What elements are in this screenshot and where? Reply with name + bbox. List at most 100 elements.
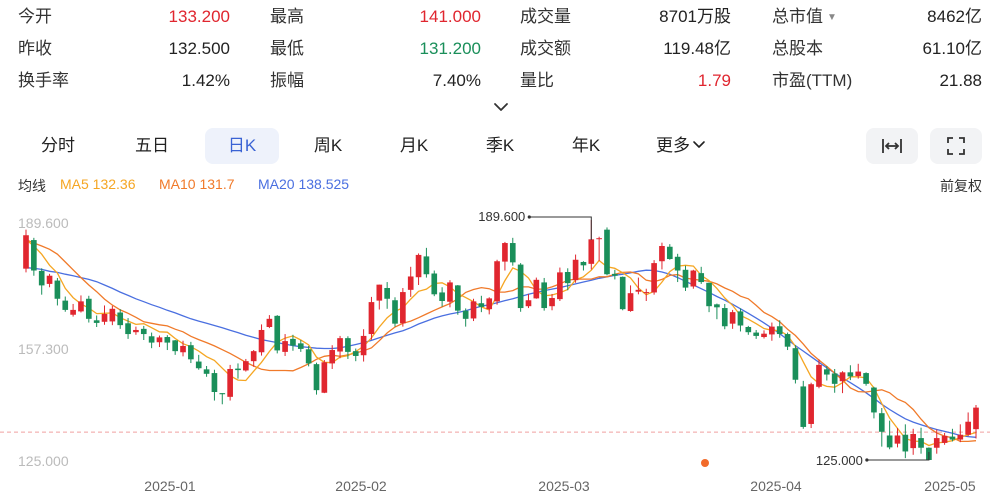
tab-intraday[interactable]: 分时 [41,136,75,155]
candle [659,242,665,270]
candle [23,229,29,273]
tab-quarterly-k[interactable]: 季K [485,136,515,155]
candle [243,358,249,372]
tab-five-day[interactable]: 五日 [135,136,169,155]
ma-legend: 均线 MA5 132.36 MA10 131.7 MA20 138.525 前复… [0,176,1000,196]
candle [745,325,752,335]
candle [941,432,948,445]
ma10-line [25,239,977,443]
tab-daily-k[interactable]: 日K [205,128,279,164]
period-tabs: 分时 五日 日K 周K 月K 季K 年K 更多 [0,126,1000,166]
candle [478,295,485,313]
candle [674,253,681,283]
tab-more[interactable]: 更多 [646,128,716,164]
candle [133,326,139,335]
candle [769,322,775,341]
candle [415,253,422,286]
tab-weekly-k[interactable]: 周K [313,136,343,155]
candle [219,393,226,405]
expand-chevron-icon[interactable] [492,100,510,114]
candle [894,428,901,448]
adjust-mode-button[interactable]: 前复权 [940,178,982,194]
candle [949,428,956,442]
candle [486,297,493,315]
candle [572,254,579,283]
stat-label-market-cap: 总市值 [772,7,823,26]
ma10-path [25,239,977,443]
candle [439,287,445,307]
candle [305,345,312,367]
candle [564,268,571,291]
fullscreen-button[interactable] [930,128,982,164]
candle [619,276,626,311]
candle [557,267,563,301]
candle [54,277,61,306]
tab-monthly-k[interactable]: 月K [399,136,429,155]
candle [957,424,964,443]
market-cap-dropdown[interactable]: 总市值 ▼ [772,6,837,29]
candle [902,424,909,459]
candle [203,366,210,377]
candle [533,277,540,299]
candle [855,363,862,379]
y-tick-label: 157.300 [18,341,69,357]
stat-label-turnover-rate: 换手率 [18,71,69,90]
candle [290,334,296,351]
tab-more-label: 更多 [656,136,690,155]
candle [761,330,767,339]
stat-value-amplitude: 7.40% [432,71,481,90]
candle [698,266,705,284]
candle [117,309,124,329]
candle [847,365,854,381]
stat-label-volume: 成交量 [520,7,571,26]
candle [721,303,728,330]
candle [400,287,406,327]
candle [729,309,736,329]
y-tick-label: 125.000 [18,453,69,469]
candle [509,237,516,266]
candle [878,407,885,447]
ma20-line [25,266,977,438]
stat-label-pe-ttm: 市盈(TTM) [772,71,853,90]
ma20-legend: MA20 138.525 [258,176,350,192]
chevron-down-icon [693,141,705,148]
candle [250,350,257,367]
candle [125,318,131,339]
candle [886,420,893,450]
candle [965,412,971,437]
triangle-down-icon: ▼ [827,12,837,23]
candle [651,260,657,295]
stat-value-total-shares: 61.10亿 [922,39,982,58]
candle [101,305,108,325]
quote-stats-panel: 今开 133.200 昨收 132.500 换手率 1.42% 最高 141.0… [0,0,1000,100]
extreme-annotations: 189.600 125.000 [478,209,930,468]
candle [604,227,610,276]
candle [78,295,84,313]
fit-width-button[interactable] [866,128,918,164]
candle [172,340,178,355]
candle [824,366,830,381]
x-tick-label: 2025-05 [924,478,976,494]
candle [494,259,500,305]
candle [360,329,367,362]
candle [313,362,320,395]
kline-chart[interactable]: 189.600 157.300 125.000 189.600 125.000 202… [0,200,1000,495]
candle [643,288,650,301]
candle [753,329,759,339]
x-tick-label: 2025-02 [335,478,387,494]
candle [85,295,92,323]
tab-yearly-k[interactable]: 年K [571,136,601,155]
y-axis-labels: 189.600 157.300 125.000 [18,215,69,469]
stat-value-market-cap: 8462亿 [927,7,982,26]
min-price-annotation: 125.000 [816,452,930,468]
candle [266,315,273,329]
stat-label-total-shares: 总股本 [772,39,823,58]
candle [447,280,453,308]
candle [596,236,602,261]
candle [180,340,186,357]
candle [792,345,799,384]
candle [580,261,587,271]
candle [392,297,398,327]
ma5-legend: MA5 132.36 [60,176,136,192]
candle [627,285,634,312]
